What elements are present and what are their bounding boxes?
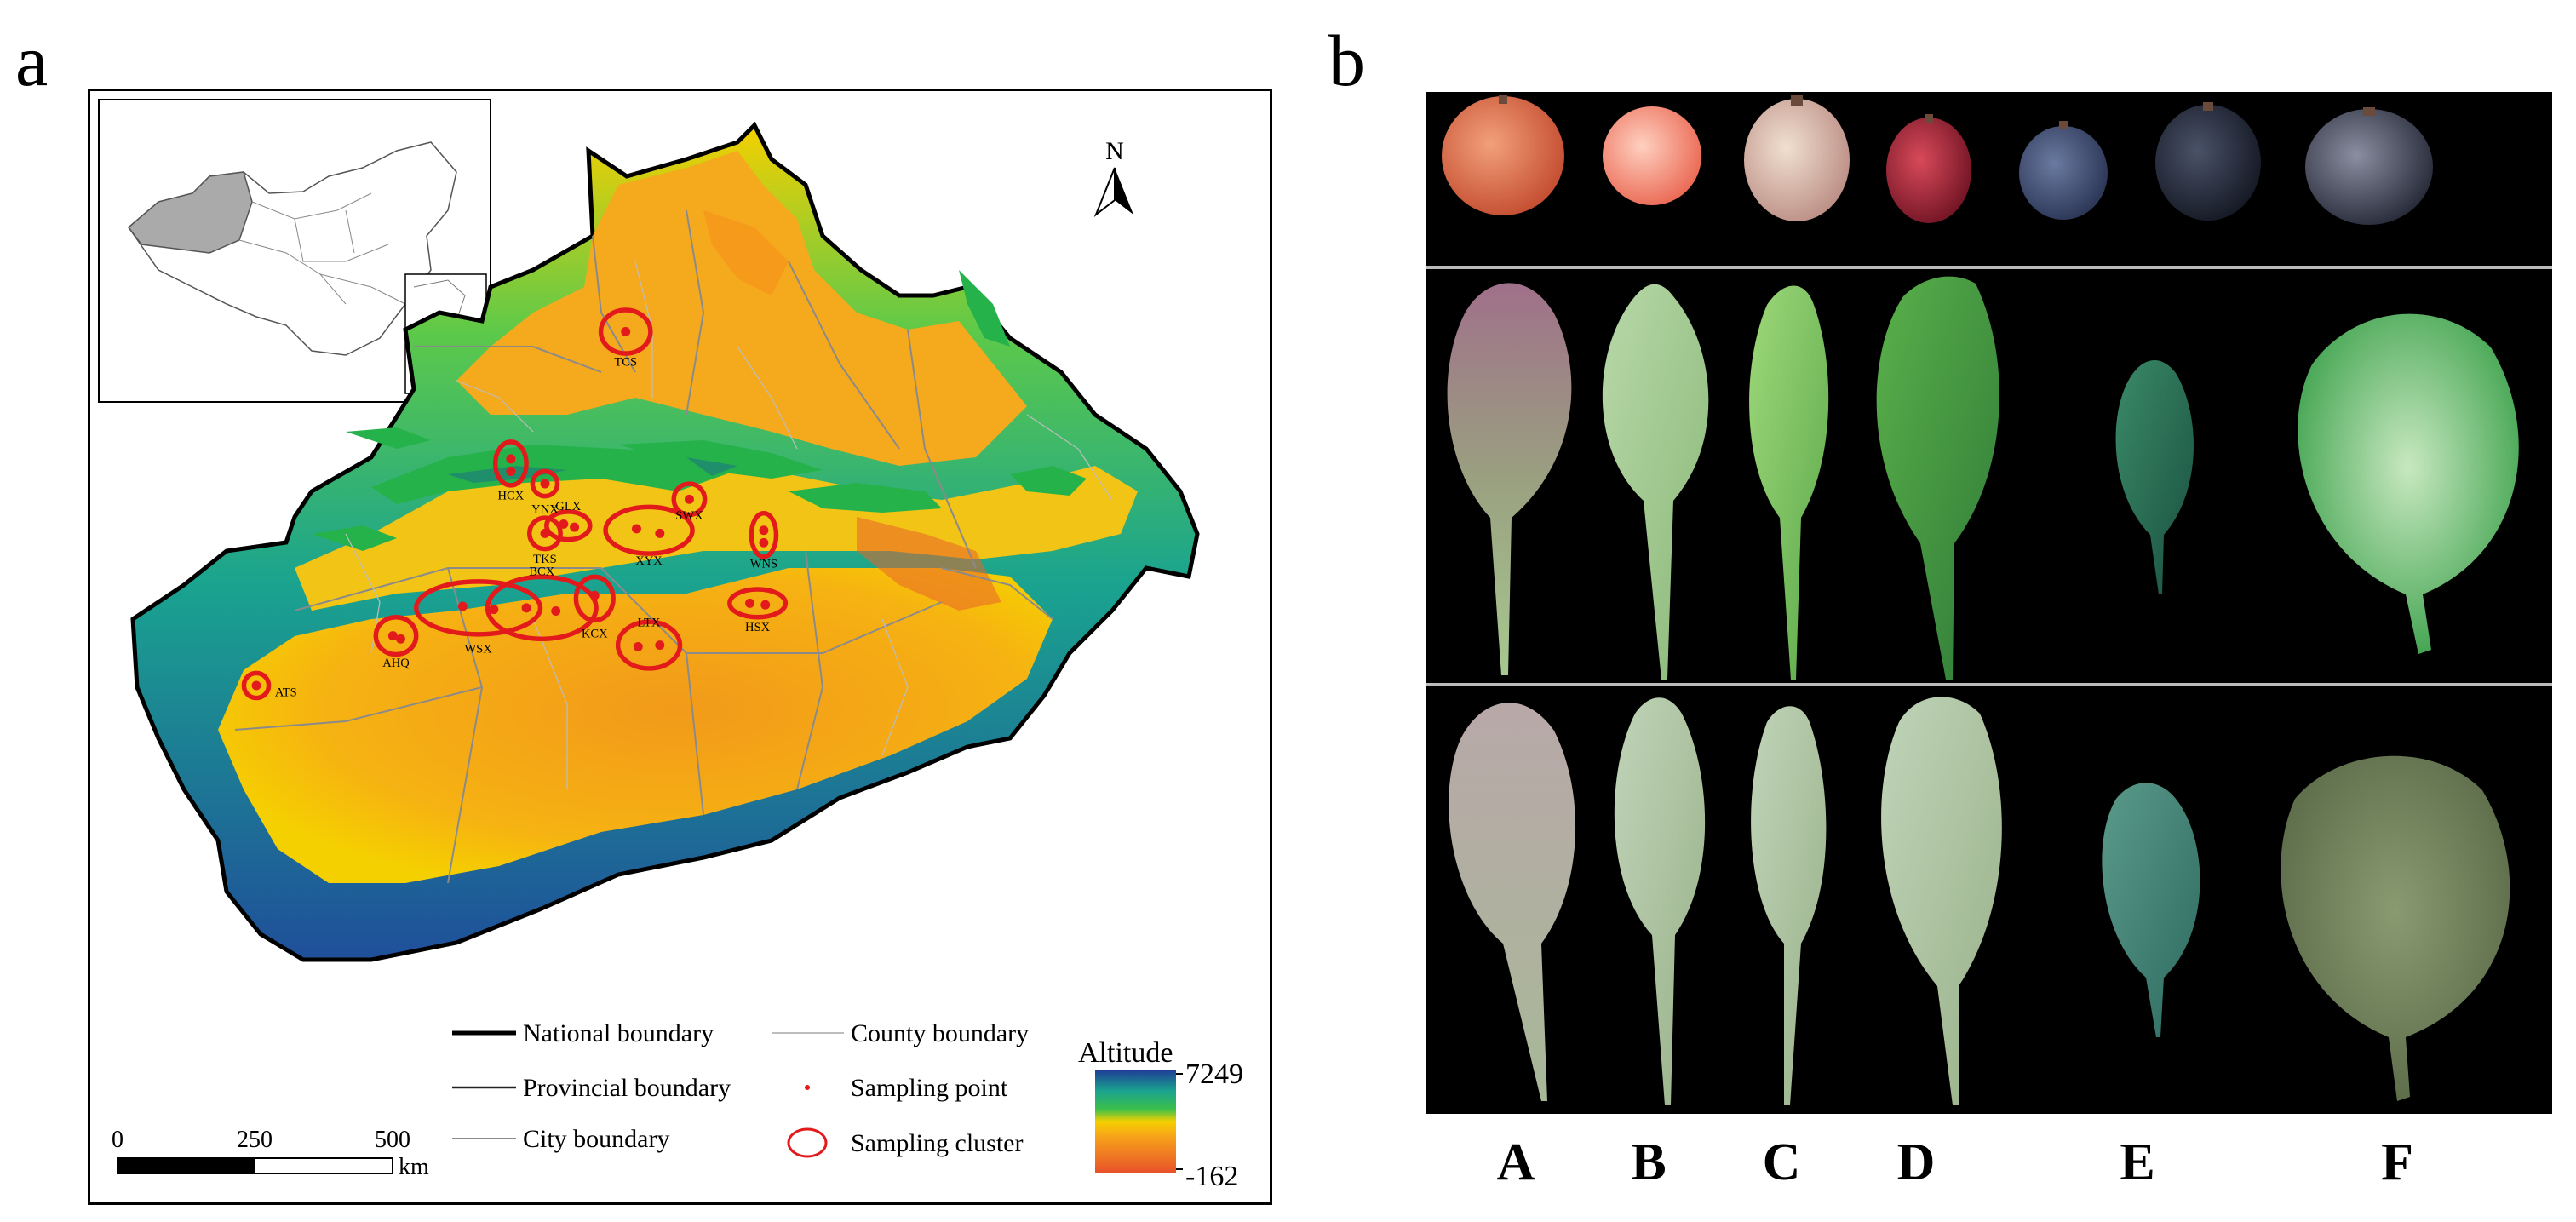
- cluster-ynx: [530, 468, 560, 499]
- altitude-colorbar: Altitude 7249 -162: [1078, 1037, 1243, 1192]
- altitude-max: 7249: [1185, 1058, 1243, 1090]
- legend-sampling-cluster: Sampling cluster: [851, 1129, 1023, 1157]
- cluster-glx: [544, 509, 593, 542]
- leaf-top-e: [2115, 360, 2194, 594]
- legend-national-boundary: National boundary: [523, 1019, 714, 1047]
- cluster-hsx: [727, 587, 789, 620]
- fruit-2: [1603, 106, 1701, 205]
- panel-label-a: a: [15, 20, 49, 101]
- cluster-label-hcx: HCX: [497, 489, 524, 502]
- fruit-6: [2155, 105, 2261, 221]
- leaf-bottom-d: [1881, 697, 2002, 1105]
- specimen-label-d: D: [1896, 1133, 1936, 1191]
- sampling-clusters: [241, 307, 789, 701]
- scale-tick-500: 500: [375, 1127, 410, 1153]
- specimen-photo-panel: [1426, 92, 2552, 1114]
- fruit-5: [2019, 126, 2108, 220]
- cluster-ahq: [373, 615, 419, 657]
- north-arrow-label: N: [1105, 137, 1124, 165]
- cluster-label-glx: GLX: [555, 500, 581, 513]
- cluster-wsx: [413, 579, 543, 637]
- legend-sampling-point: Sampling point: [851, 1074, 1008, 1102]
- fruit-7: [2305, 109, 2433, 225]
- leaf-bottom-b: [1614, 697, 1706, 1105]
- leaf-top-f: [2298, 313, 2519, 654]
- map-panel: TCS HCX YNX GLX TKS XYX SWX WNS BCX WSX KCX LTX HSX A…: [88, 89, 1272, 1205]
- cluster-tcs: [598, 307, 653, 356]
- scale-tick-0: 0: [112, 1127, 123, 1153]
- scale-unit: km: [399, 1154, 429, 1180]
- cluster-swx: [671, 481, 708, 518]
- xinjiang-region: [130, 121, 1200, 962]
- cluster-label-xyx: XYX: [635, 554, 663, 568]
- cluster-label-swx: SWX: [675, 509, 703, 523]
- leaf-bottom-f: [2281, 755, 2510, 1101]
- fruit-row: [1442, 95, 2433, 225]
- specimen-label-f: F: [2381, 1133, 2413, 1191]
- leaf-abaxial-row: [1449, 697, 2510, 1105]
- leaf-top-a: [1447, 283, 1572, 675]
- cluster-ats: [241, 670, 272, 701]
- cluster-ltx: [615, 619, 683, 671]
- map-legend: National boundary Provincial boundary Ci…: [452, 1019, 1029, 1158]
- panel-label-b: b: [1328, 20, 1365, 101]
- cluster-wns: [749, 510, 779, 559]
- leaf-top-b: [1602, 284, 1709, 680]
- cluster-label-tcs: TCS: [614, 356, 637, 370]
- fruit-3: [1744, 99, 1850, 221]
- sampling-points: [251, 327, 771, 691]
- north-arrow: N: [1093, 137, 1133, 218]
- fruit-1: [1442, 96, 1564, 215]
- fruit-4: [1886, 118, 1971, 223]
- inset-china-map: [98, 99, 491, 403]
- scale-tick-250: 250: [237, 1127, 273, 1153]
- cluster-label-ahq: AHQ: [382, 657, 410, 670]
- cluster-bcx: [485, 574, 599, 642]
- leaf-top-d: [1876, 276, 1999, 680]
- leaf-bottom-a: [1449, 703, 1576, 1101]
- cluster-label-bcx: BCX: [529, 565, 554, 579]
- cluster-label-hsx: HSX: [745, 621, 771, 634]
- legend-provincial-boundary: Provincial boundary: [523, 1074, 731, 1102]
- specimen-label-a: A: [1496, 1133, 1535, 1191]
- cluster-kcx: [573, 574, 616, 623]
- altitude-min: -162: [1185, 1161, 1238, 1192]
- scale-bar: 0 250 500 km: [112, 1127, 429, 1180]
- cluster-label-wns: WNS: [750, 557, 777, 571]
- specimen-label-e: E: [2120, 1133, 2155, 1191]
- cluster-label-tks: TKS: [533, 553, 557, 566]
- specimen-label-c: C: [1762, 1133, 1801, 1191]
- cluster-hcx: [492, 439, 529, 488]
- leaf-top-c: [1749, 285, 1829, 680]
- leaf-bottom-e: [2102, 783, 2200, 1037]
- leaf-adaxial-row: [1447, 276, 2519, 680]
- cluster-label-ynx: YNX: [531, 503, 559, 517]
- cluster-label-kcx: KCX: [582, 627, 608, 640]
- specimen-photos: [1426, 95, 2552, 1105]
- cluster-label-ltx: LTX: [638, 617, 661, 630]
- cluster-tks: [526, 515, 563, 552]
- altitude-title: Altitude: [1078, 1037, 1173, 1069]
- cluster-label-ats: ATS: [275, 686, 297, 700]
- legend-city-boundary: City boundary: [523, 1125, 670, 1153]
- cluster-label-wsx: WSX: [464, 643, 492, 657]
- leaf-bottom-c: [1751, 706, 1827, 1105]
- cluster-xyx: [603, 504, 695, 556]
- legend-county-boundary: County boundary: [851, 1019, 1029, 1047]
- specimen-label-b: B: [1631, 1133, 1667, 1191]
